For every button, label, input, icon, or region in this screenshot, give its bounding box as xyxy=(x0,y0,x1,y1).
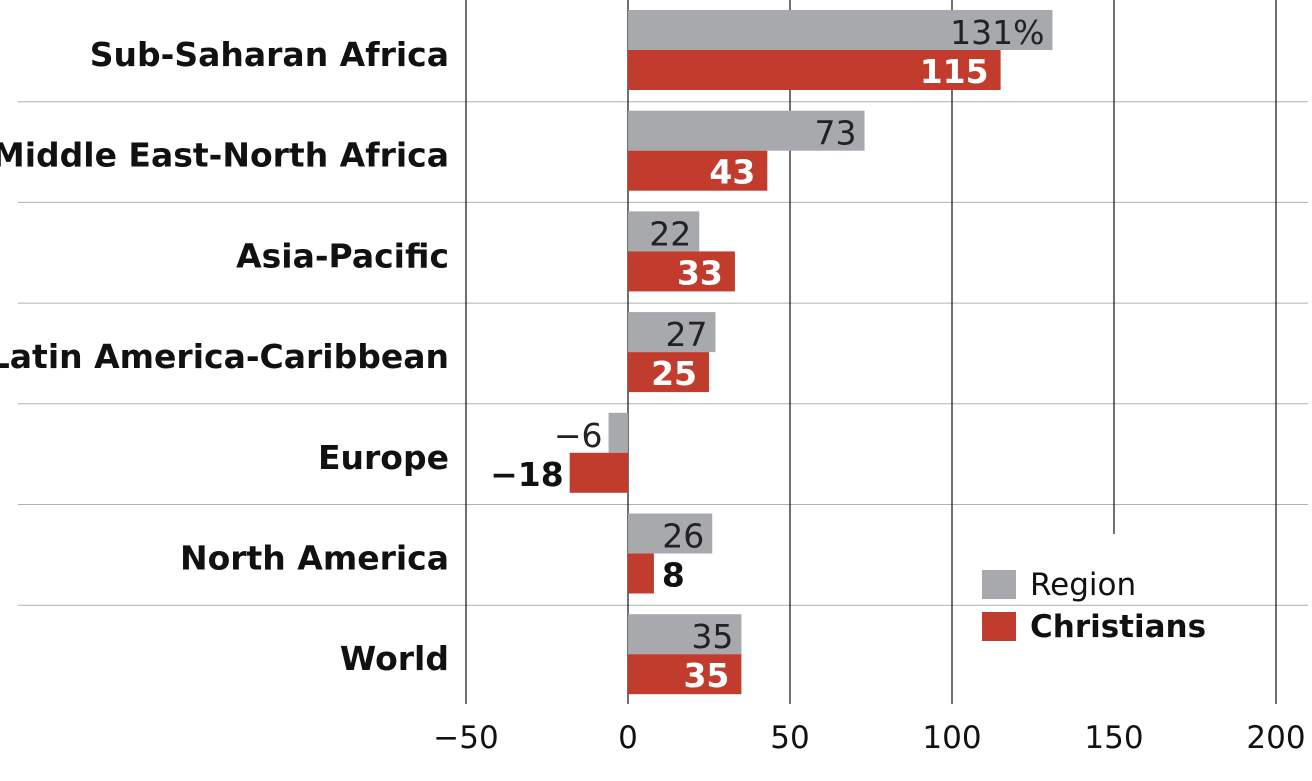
bar-christians xyxy=(628,654,742,695)
bar-region xyxy=(628,513,713,554)
bar-christians xyxy=(628,251,735,292)
legend-label-region: Region xyxy=(1030,567,1136,603)
data-label-christians: −18 xyxy=(490,455,564,494)
data-label-christians: 33 xyxy=(677,253,723,292)
x-tick-label: 0 xyxy=(618,720,638,756)
category-label: World xyxy=(340,639,449,678)
bar-christians xyxy=(628,553,654,594)
category-label: Europe xyxy=(318,438,449,477)
bar-christians xyxy=(569,452,628,493)
category-label: Latin America-Caribbean xyxy=(0,337,449,376)
data-label-region: 35 xyxy=(691,617,733,656)
bar-region xyxy=(628,614,742,655)
data-label-christians: 115 xyxy=(920,52,989,91)
bar-christians xyxy=(628,150,768,191)
bar-region xyxy=(628,110,865,151)
bar-region xyxy=(628,211,700,252)
data-label-region: 27 xyxy=(665,315,707,354)
x-tick-label: −50 xyxy=(433,720,498,756)
category-label: Sub-Saharan Africa xyxy=(90,35,449,74)
x-tick-label: 100 xyxy=(922,720,981,756)
data-label-christians: 35 xyxy=(683,656,729,695)
x-tick-label: 150 xyxy=(1084,720,1143,756)
legend-swatch-region xyxy=(982,570,1016,599)
category-label: Asia-Pacific xyxy=(236,236,449,275)
x-tick-label: 50 xyxy=(770,720,809,756)
bar-region xyxy=(628,10,1053,50)
data-label-region: 26 xyxy=(662,517,704,556)
data-label-christians: 43 xyxy=(709,153,755,192)
legend-label-christians: Christians xyxy=(1030,609,1206,645)
legend-swatch-christians xyxy=(982,612,1016,641)
x-tick-label: 200 xyxy=(1246,720,1305,756)
data-label-christians: 8 xyxy=(662,556,685,595)
data-label-region: 73 xyxy=(815,114,857,153)
category-label: North America xyxy=(180,539,449,578)
bar-christians xyxy=(628,50,1001,90)
bar-region xyxy=(628,312,716,353)
data-label-christians: 25 xyxy=(651,354,697,393)
data-label-region: 22 xyxy=(649,214,691,253)
category-label: Middle East-North Africa xyxy=(0,136,449,175)
bar-region xyxy=(608,412,628,453)
bar-christians xyxy=(628,352,709,393)
data-label-region: 131% xyxy=(950,13,1044,52)
data-label-region: −6 xyxy=(554,416,603,455)
